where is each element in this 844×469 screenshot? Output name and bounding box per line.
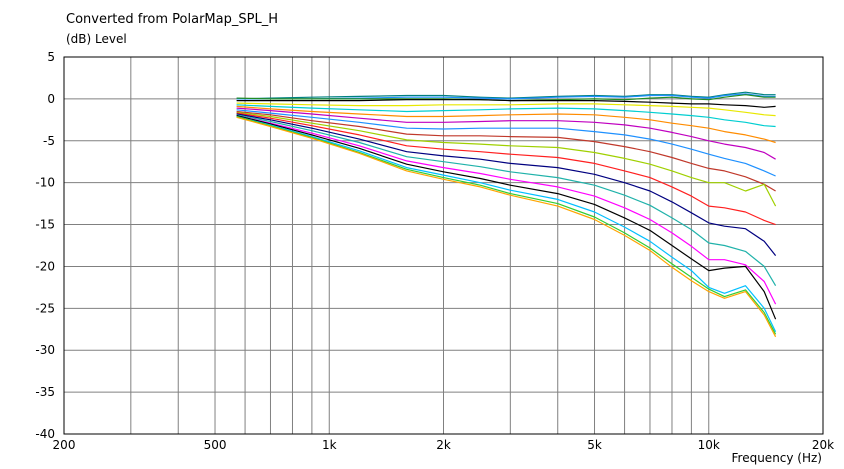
series-line-12	[236, 112, 776, 226]
series-line-14	[236, 114, 777, 287]
y-tick-label: -20	[35, 259, 55, 273]
chart-title: Converted from PolarMap_SPL_H	[66, 12, 278, 27]
x-axis-label: Frequency (Hz)	[731, 451, 823, 465]
grid	[64, 56, 823, 435]
series-line-4	[236, 99, 776, 108]
y-tick-label: -25	[35, 301, 55, 315]
series-group	[236, 91, 777, 338]
y-tick-label: -35	[35, 385, 55, 399]
series-line-5	[236, 102, 776, 117]
y-tick-label: -30	[35, 343, 55, 357]
series-line-15	[236, 115, 777, 305]
tick-labels: 200 500 1k 2k 5k 10k 20k 5 0 -5 -10 -15 -20 -25 -30 -35…	[35, 50, 834, 452]
series-line-3	[236, 94, 776, 102]
x-tick-label: 20k	[812, 438, 834, 452]
series-line-13	[236, 113, 777, 256]
series-line-7	[236, 105, 776, 144]
y-tick-label: -15	[35, 218, 55, 232]
series-line-18	[236, 115, 777, 335]
series-line-19	[236, 116, 777, 338]
series-line-6	[236, 104, 776, 128]
series-line-2	[236, 93, 776, 100]
y-tick-label: 5	[47, 50, 55, 64]
series-line-9	[236, 109, 776, 177]
y-tick-label: 0	[47, 92, 55, 106]
y-tick-label: -5	[43, 134, 55, 148]
series-line-1	[236, 91, 776, 100]
x-tick-label: 5k	[587, 438, 602, 452]
x-tick-label: 500	[204, 438, 227, 452]
plot-frame	[63, 56, 824, 435]
series-line-16	[236, 115, 777, 320]
y-tick-label: -10	[35, 176, 55, 190]
series-line-11	[236, 111, 777, 207]
x-tick-label: 200	[53, 438, 76, 452]
y-axis-label: (dB) Level	[66, 32, 127, 46]
series-line-17	[236, 115, 777, 333]
x-tick-label: 10k	[698, 438, 720, 452]
x-tick-label: 1k	[322, 438, 337, 452]
series-line-10	[236, 110, 776, 192]
x-tick-label: 2k	[436, 438, 451, 452]
series-line-8	[236, 107, 776, 160]
y-tick-label: -40	[35, 427, 55, 441]
